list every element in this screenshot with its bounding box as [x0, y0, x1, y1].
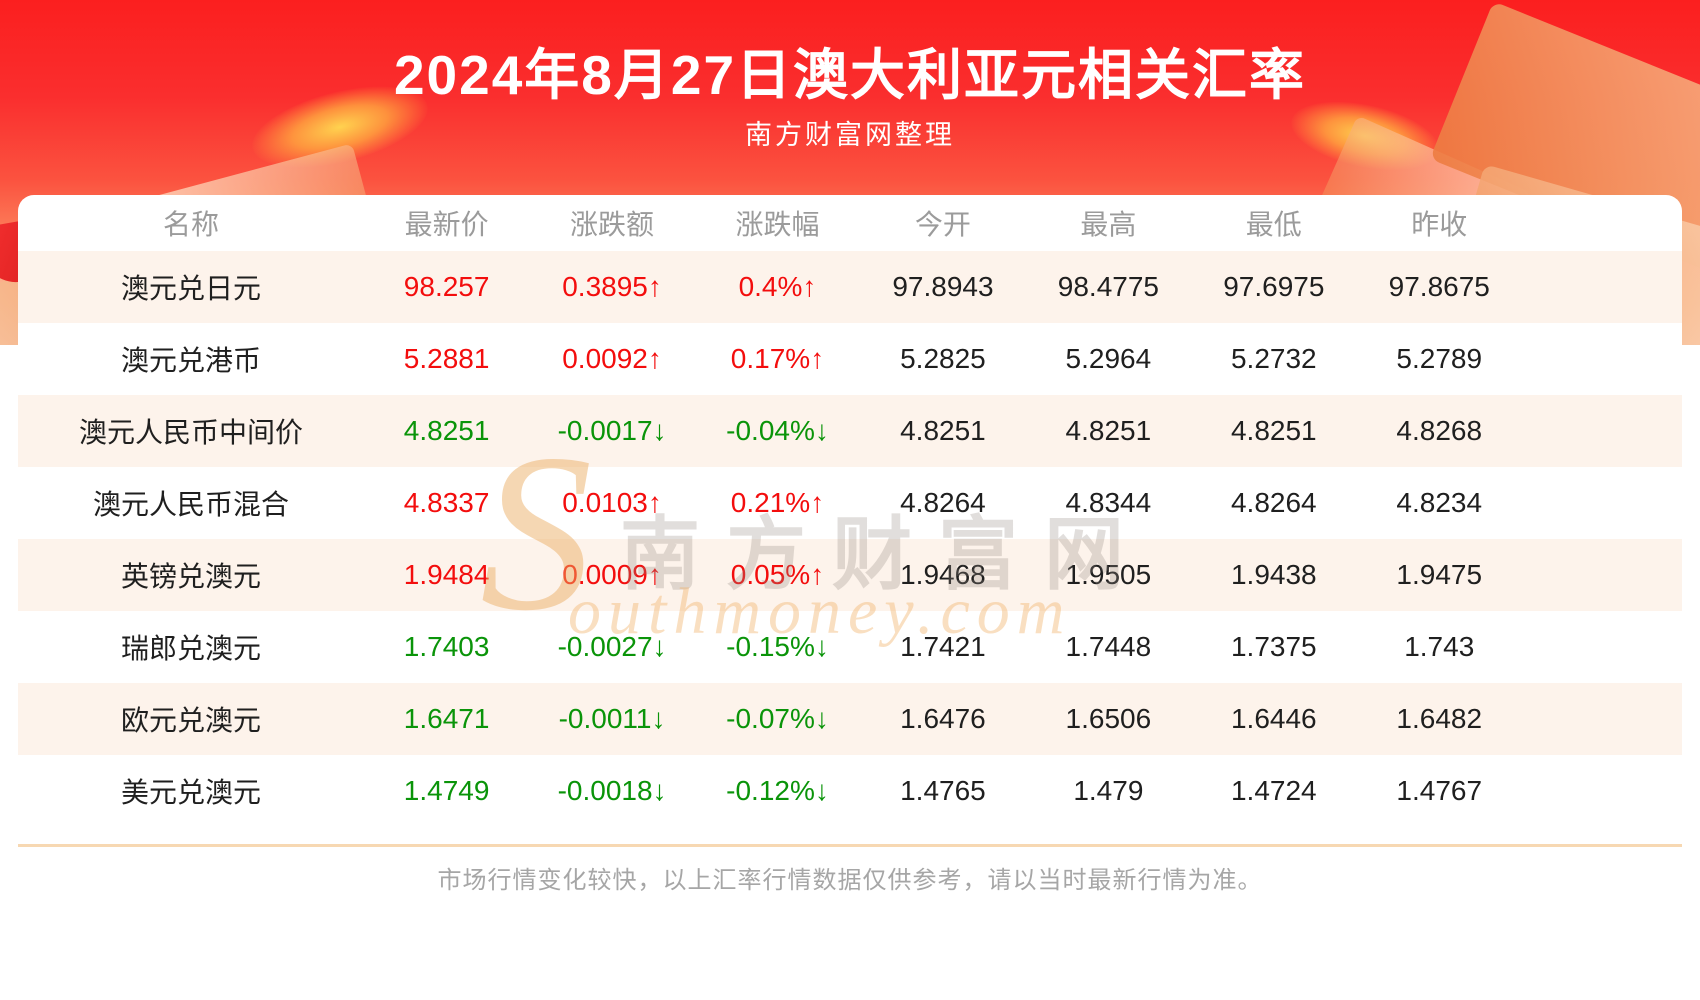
table-cell: 98.4775	[1057, 271, 1159, 302]
table-cell: 0.0092↑	[562, 343, 662, 374]
table-cell: 1.9468	[900, 559, 986, 590]
table-cell: 0.21%↑	[730, 487, 825, 518]
table-body: 澳元兑日元 98.257 0.3895↑ 0.4%↑ 97.8943 98.4775 97.…	[18, 251, 1682, 827]
table-cell: 澳元人民币混合	[92, 489, 289, 520]
table-cell: 4.8251	[1065, 415, 1152, 446]
column-header: 名称	[162, 209, 219, 240]
table-cell: 欧元兑澳元	[120, 705, 261, 736]
table-cell: 美元兑澳元	[120, 777, 261, 808]
column-header: 昨收	[1411, 209, 1468, 240]
table-cell: 1.9475	[1396, 559, 1483, 590]
table-cell: 1.6506	[1065, 703, 1152, 734]
table-cell: 0.4%↑	[738, 271, 817, 302]
table-cell: 1.4765	[900, 775, 986, 806]
table-row: 澳元人民币中间价 4.8251 -0.0017↓ -0.04%↓ 4.8251 4.825…	[18, 395, 1682, 467]
table-cell: 0.05%↑	[730, 559, 825, 590]
table-cell: 4.8251	[403, 415, 490, 446]
column-header: 今开	[914, 209, 971, 240]
table-cell: 1.6471	[403, 703, 490, 734]
page-title: 2024年8月27日澳大利亚元相关汇率	[393, 44, 1307, 106]
table-cell: 1.743	[1404, 631, 1475, 662]
table-cell: 5.2732	[1230, 343, 1317, 374]
table-row: 澳元人民币混合 4.8337 0.0103↑ 0.21%↑ 4.8264 4.8344 4.…	[18, 467, 1682, 539]
table-cell: 澳元兑港币	[120, 345, 261, 376]
table-cell: -0.0011↓	[558, 703, 666, 734]
table-cell: 5.2881	[403, 343, 490, 374]
page-subtitle: 南方财富网整理	[745, 120, 955, 150]
table-cell: 1.4724	[1230, 775, 1317, 806]
table-cell: -0.0027↓	[557, 631, 667, 662]
column-header: 最高	[1080, 209, 1137, 240]
table-cell: -0.15%↓	[726, 631, 829, 662]
table-cell: 0.17%↑	[730, 343, 825, 374]
disclaimer-text: 市场行情变化较快，以上汇率行情数据仅供参考，请以当时最新行情为准。	[437, 867, 1263, 894]
table-cell: 5.2825	[900, 343, 986, 374]
table-cell: 4.8234	[1396, 487, 1483, 518]
column-header: 最低	[1245, 209, 1302, 240]
table-cell: 97.8675	[1388, 271, 1490, 302]
table-cell: 1.6476	[900, 703, 986, 734]
table-row: 瑞郎兑澳元 1.7403 -0.0027↓ -0.15%↓ 1.7421 1.7448 1.…	[18, 611, 1682, 683]
table-cell: 1.7448	[1065, 631, 1152, 662]
table-cell: 0.0103↑	[562, 487, 662, 518]
table-cell: -0.07%↓	[726, 703, 829, 734]
table-cell: -0.0017↓	[557, 415, 667, 446]
table-cell: 4.8251	[900, 415, 986, 446]
rates-table-panel: 名称 最新价 涨跌额 涨跌幅 今开 最高 最低 昨收 澳元兑日元 98.257 0.3895↑ 0.…	[18, 195, 1682, 1000]
footer-divider	[18, 844, 1682, 847]
table-cell: 0.0009↑	[562, 559, 662, 590]
column-header: 最新价	[404, 209, 489, 240]
table-cell: -0.0018↓	[557, 775, 667, 806]
table-cell: 4.8337	[403, 487, 490, 518]
table-cell: 1.9484	[403, 559, 490, 590]
table-cell: 4.8251	[1230, 415, 1317, 446]
table-cell: 1.479	[1073, 775, 1144, 806]
table-row: 英镑兑澳元 1.9484 0.0009↑ 0.05%↑ 1.9468 1.9505 1.94…	[18, 539, 1682, 611]
table-cell: -0.04%↓	[726, 415, 829, 446]
table-cell: 1.6482	[1396, 703, 1483, 734]
table-cell: 英镑兑澳元	[120, 561, 261, 592]
column-header: 涨跌额	[570, 209, 655, 240]
table-cell: 98.257	[403, 271, 490, 302]
table-cell: 1.4767	[1396, 775, 1483, 806]
table-cell: 瑞郎兑澳元	[120, 633, 261, 664]
table-cell: 4.8264	[900, 487, 986, 518]
table-cell: 97.6975	[1223, 271, 1325, 302]
table-row: 澳元兑港币 5.2881 0.0092↑ 0.17%↑ 5.2825 5.2964 5.27…	[18, 323, 1682, 395]
table-cell: 4.8268	[1396, 415, 1483, 446]
table-cell: 澳元人民币中间价	[78, 417, 303, 448]
table-cell: 1.4749	[403, 775, 490, 806]
table-header-row: 名称 最新价 涨跌额 涨跌幅 今开 最高 最低 昨收	[18, 195, 1682, 251]
table-cell: 澳元兑日元	[120, 273, 261, 304]
table-row: 澳元兑日元 98.257 0.3895↑ 0.4%↑ 97.8943 98.4775 97.…	[18, 251, 1682, 323]
table-row: 美元兑澳元 1.4749 -0.0018↓ -0.12%↓ 1.4765 1.479 1.4…	[18, 755, 1682, 827]
column-header: 涨跌幅	[735, 209, 820, 240]
table-cell: 0.3895↑	[562, 271, 662, 302]
table-cell: -0.12%↓	[726, 775, 829, 806]
table-cell: 5.2789	[1396, 343, 1483, 374]
table-cell: 1.7421	[900, 631, 986, 662]
table-cell: 4.8344	[1065, 487, 1152, 518]
table-cell: 1.9438	[1230, 559, 1317, 590]
table-cell: 4.8264	[1230, 487, 1317, 518]
table-cell: 5.2964	[1065, 343, 1152, 374]
table-cell: 97.8943	[892, 271, 994, 302]
table-cell: 1.7403	[403, 631, 490, 662]
table-cell: 1.7375	[1230, 631, 1317, 662]
table-row: 欧元兑澳元 1.6471 -0.0011↓ -0.07%↓ 1.6476 1.6506 1.…	[18, 683, 1682, 755]
table-cell: 1.6446	[1230, 703, 1317, 734]
table-cell: 1.9505	[1065, 559, 1152, 590]
